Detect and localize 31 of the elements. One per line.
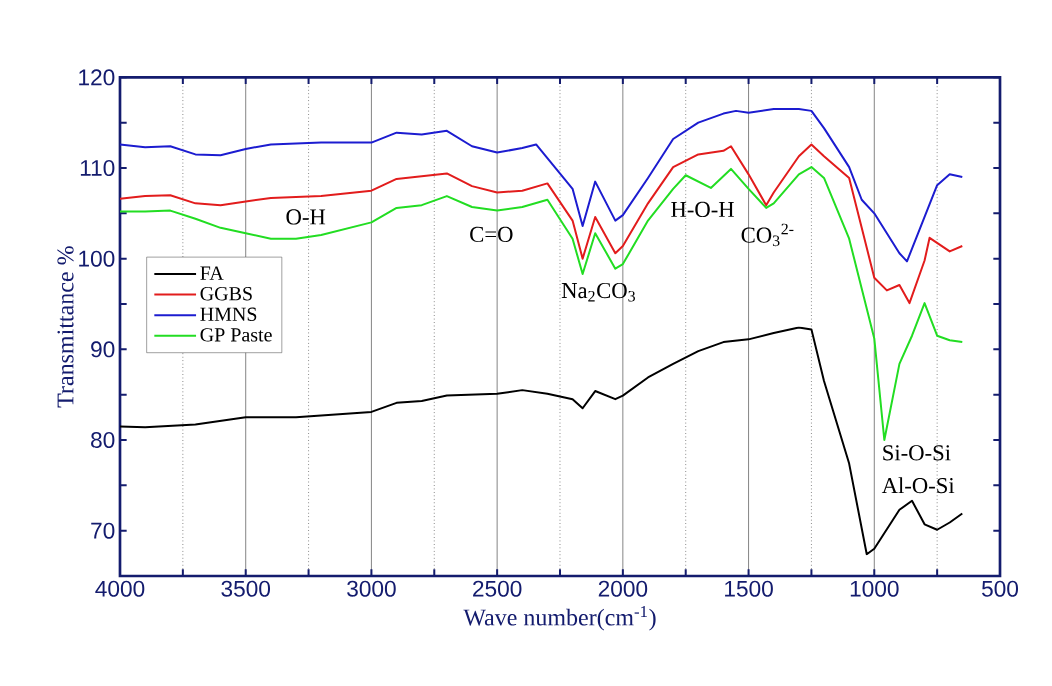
x-tick-label: 3000 bbox=[347, 580, 396, 597]
legend-label: GP Paste bbox=[200, 328, 272, 342]
legend-label: HMNS bbox=[200, 307, 257, 321]
x-tick-label: 4000 bbox=[95, 580, 145, 597]
line-series bbox=[119, 108, 964, 263]
x-tick-label: 2500 bbox=[473, 580, 522, 597]
x-tick-label: 500 bbox=[981, 580, 1019, 597]
annotation: Si-O-Si bbox=[883, 445, 951, 461]
x-tick-label: 3500 bbox=[221, 580, 271, 597]
y-tick-label: 110 bbox=[80, 159, 115, 177]
y-tick-label: 90 bbox=[91, 341, 115, 358]
x-tick-label: 2000 bbox=[598, 580, 648, 597]
y-tick-label: 80 bbox=[91, 431, 115, 449]
line-series bbox=[119, 143, 964, 305]
y-tick-label: 100 bbox=[79, 250, 115, 267]
y-axis-title: Transmittance % bbox=[57, 246, 74, 408]
annotation: CO$_{3}$2- bbox=[741, 223, 794, 247]
y-tick-label: 70 bbox=[91, 522, 115, 539]
x-tick-label: 1500 bbox=[725, 580, 773, 597]
annotation: Al-O-Si bbox=[881, 477, 955, 494]
y-tick-label: 120 bbox=[79, 69, 115, 86]
legend-label: FA bbox=[200, 266, 224, 280]
annotation: O-H bbox=[286, 209, 326, 225]
annotation: Na$_{2}$CO$_{3}$ bbox=[561, 282, 635, 302]
x-tick-label: 1000 bbox=[850, 580, 899, 597]
line-series bbox=[119, 326, 964, 556]
legend-label: GGBS bbox=[200, 287, 252, 301]
x-axis-title: Wave number(cm$^{-1}$) bbox=[463, 605, 656, 631]
line-series bbox=[119, 166, 964, 441]
annotation: H-O-H bbox=[671, 201, 734, 218]
annotation: C=O bbox=[470, 226, 513, 243]
